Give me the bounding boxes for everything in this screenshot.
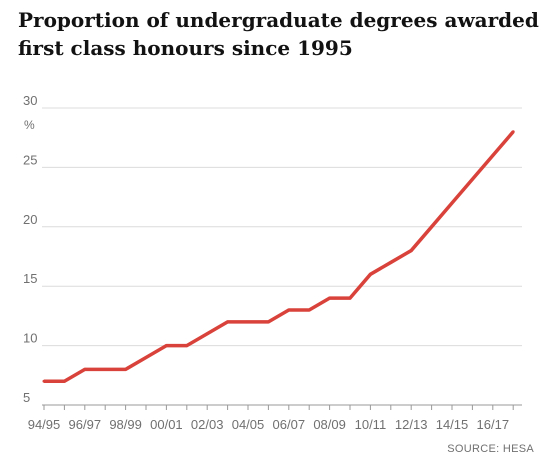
data-point <box>144 355 148 359</box>
x-tick-label: 10/11 <box>355 417 387 432</box>
x-tick-label: 12/13 <box>395 417 428 432</box>
data-point <box>103 367 107 371</box>
data-point <box>246 320 250 324</box>
data-point <box>164 344 168 348</box>
y-tick-label: 30 <box>23 93 37 108</box>
x-tick-label: 14/15 <box>436 417 469 432</box>
data-point <box>511 130 515 134</box>
data-point <box>430 225 434 229</box>
source-note: SOURCE: HESA <box>447 443 534 455</box>
x-tick-label: 00/01 <box>150 417 183 432</box>
data-point <box>62 379 66 383</box>
x-tick-label: 08/09 <box>313 417 346 432</box>
data-point <box>83 367 87 371</box>
x-tick-label: 96/97 <box>69 417 102 432</box>
y-tick-label: 5 <box>23 390 30 405</box>
data-point <box>450 201 454 205</box>
data-point <box>185 344 189 348</box>
x-tick-label: 98/99 <box>109 417 142 432</box>
gridlines <box>42 107 522 347</box>
series-line <box>44 130 515 383</box>
x-tick-label: 16/17 <box>477 417 510 432</box>
y-tick-label: 20 <box>23 212 37 227</box>
data-point <box>287 308 291 312</box>
x-axis: 94/95 96/97 98/99 00/01 02/03 04/05 06/07 08/09… <box>28 404 522 432</box>
x-tick-label: 94/95 <box>28 417 61 432</box>
data-point <box>205 332 209 336</box>
y-tick-label: 15 <box>23 271 37 286</box>
data-point <box>368 272 372 276</box>
data-point <box>266 320 270 324</box>
data-point <box>328 296 332 300</box>
y-axis: 30 25 20 15 10 5 <box>23 93 37 405</box>
data-point <box>307 308 311 312</box>
data-point <box>409 249 413 253</box>
data-point <box>470 177 474 181</box>
data-point <box>348 296 352 300</box>
y-axis-unit-label: % <box>24 118 35 132</box>
data-point <box>491 154 495 158</box>
x-tick-label: 06/07 <box>273 417 306 432</box>
y-tick-label: 10 <box>23 331 37 346</box>
data-point <box>124 367 128 371</box>
series-group <box>42 130 515 383</box>
data-point <box>389 260 393 264</box>
data-point <box>42 379 46 383</box>
y-tick-label: 25 <box>23 152 37 167</box>
x-tick-label: 04/05 <box>232 417 265 432</box>
data-point <box>226 320 230 324</box>
chart-title: Proportion of undergraduate degrees awar… <box>18 8 539 60</box>
x-tick-label: 02/03 <box>191 417 224 432</box>
